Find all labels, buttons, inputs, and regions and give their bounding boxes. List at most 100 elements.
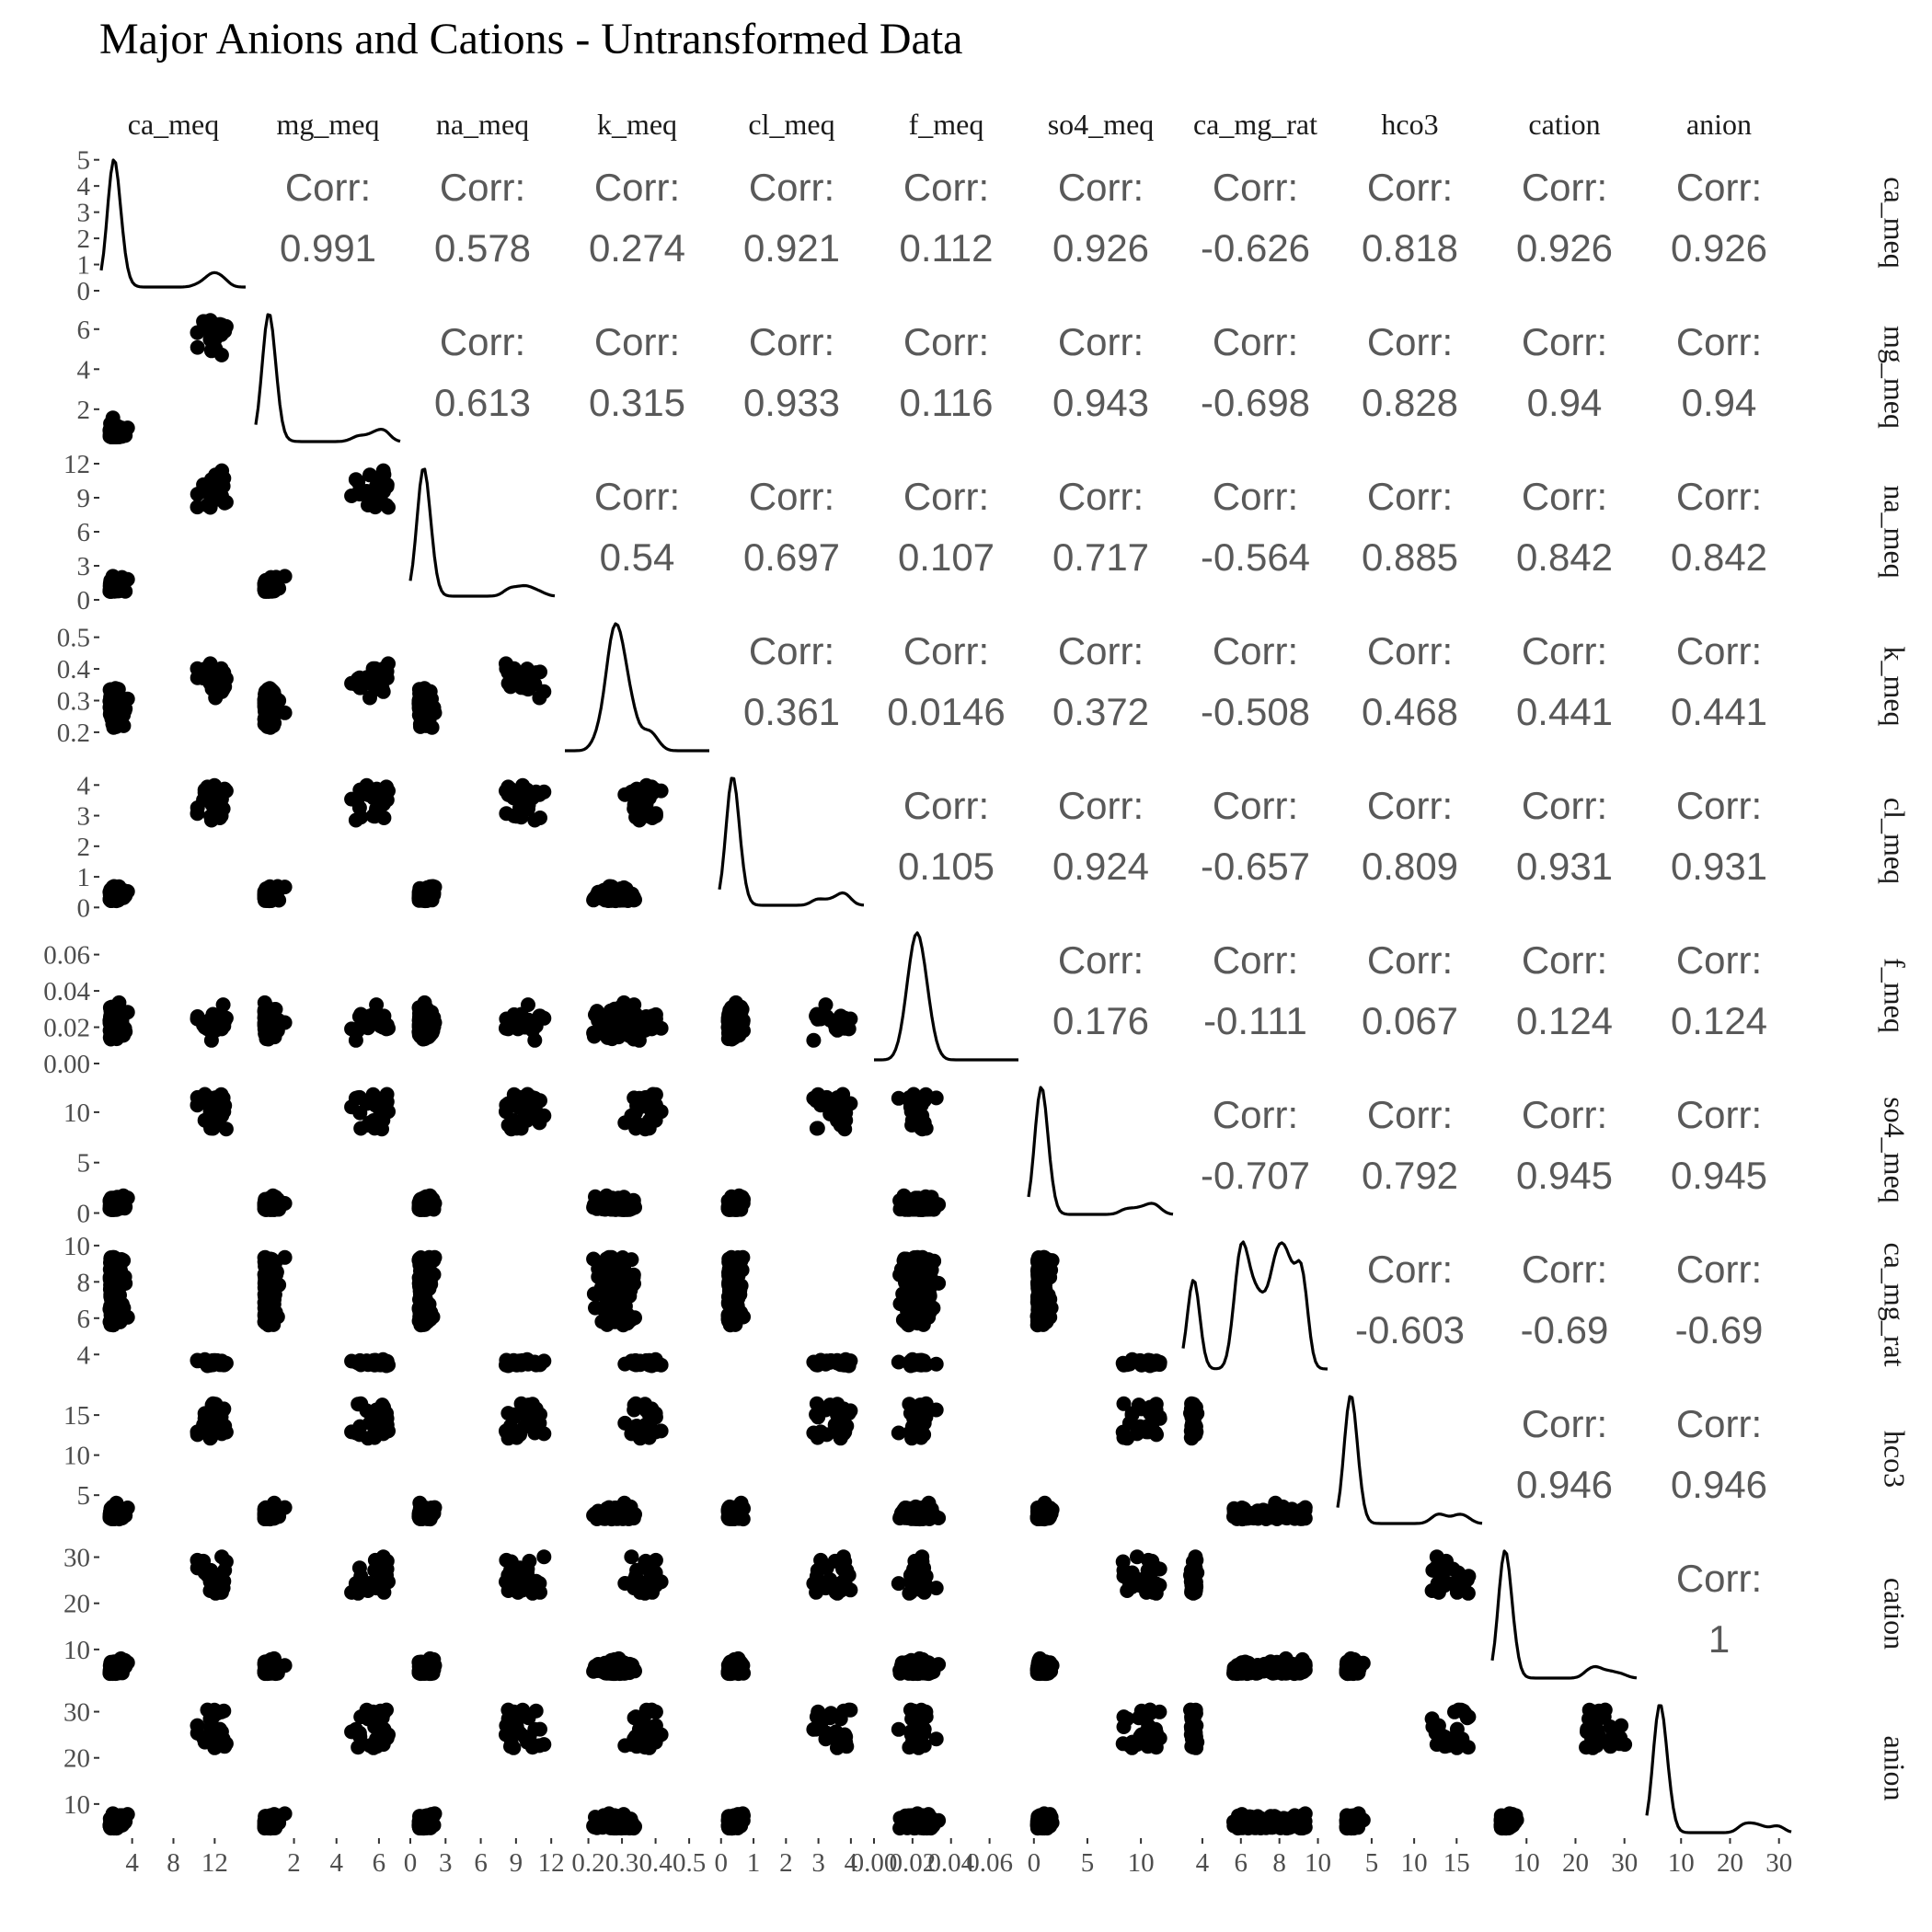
scatter-point — [532, 1115, 547, 1131]
y-tick-label: 0.3 — [57, 686, 90, 716]
x-tick-label: 1 — [747, 1848, 761, 1878]
y-tick-label: 0.00 — [43, 1050, 90, 1079]
panel-ca_meq-k_meq: Corr:0.274 — [589, 166, 685, 270]
density-curve-na_meq — [408, 467, 556, 598]
panel-na_meq-k_meq: Corr:0.54 — [594, 475, 680, 579]
corr-value: 0.717 — [1052, 535, 1149, 579]
corr-label: Corr: — [1058, 629, 1144, 673]
scatter-point — [213, 808, 229, 823]
x-axis-ca_mg_rat: 4 6 8 10 — [1196, 1838, 1331, 1878]
corr-label: Corr: — [1676, 320, 1762, 363]
strip-right-mg_meq: mg_meq — [1879, 326, 1912, 429]
corr-label: Corr: — [903, 629, 989, 673]
scatter-point — [258, 1201, 273, 1216]
scatter-point — [366, 492, 381, 508]
panel-so4_meq-ca_meq — [102, 1087, 234, 1217]
x-tick-label: 12 — [201, 1848, 228, 1878]
strip-right-hco3: hco3 — [1879, 1431, 1912, 1488]
scatter-point — [367, 806, 383, 822]
scatter-point — [527, 1090, 543, 1106]
x-tick-label: 0.04 — [927, 1848, 974, 1878]
scatter-point — [638, 1353, 654, 1369]
panel-ca_meq-ca_meq — [99, 158, 246, 289]
corr-value: 0.818 — [1362, 226, 1458, 270]
corr-label: Corr: — [1367, 475, 1453, 518]
scatter-point — [213, 1087, 229, 1102]
x-tick-label: 0.00 — [851, 1848, 898, 1878]
x-axis-anion: 10 20 30 — [1668, 1838, 1792, 1878]
panel-mg_meq-so4_meq: Corr:0.943 — [1052, 320, 1149, 424]
y-tick-label: 5 — [77, 146, 91, 176]
corr-value: 0.931 — [1516, 845, 1613, 888]
corr-label: Corr: — [1367, 938, 1453, 982]
corr-value: 0.176 — [1052, 999, 1149, 1042]
corr-label: Corr: — [1058, 784, 1144, 827]
corr-value: -0.564 — [1201, 535, 1310, 579]
corr-label: Corr: — [1058, 166, 1144, 209]
scatter-point — [207, 667, 223, 683]
x-tick-label: 2 — [779, 1848, 793, 1878]
panel-mg_meq-f_meq: Corr:0.116 — [900, 320, 994, 424]
scatter-point — [207, 492, 223, 508]
scatter-point — [103, 1255, 118, 1271]
y-tick-label: 30 — [63, 1544, 90, 1573]
panel-ca_meq-f_meq: Corr:0.112 — [900, 166, 994, 270]
y-tick-label: 4 — [77, 771, 91, 800]
strip-top-ca_meq: ca_meq — [128, 108, 220, 141]
corr-label: Corr: — [1367, 629, 1453, 673]
panel-ca_mg_rat-ca_meq — [102, 1249, 234, 1374]
scatter-point — [891, 1090, 906, 1106]
corr-label: Corr: — [1213, 166, 1298, 209]
scatter-point — [205, 680, 221, 696]
scatter-point — [352, 1105, 368, 1121]
corr-label: Corr: — [1213, 629, 1298, 673]
corr-label: Corr: — [1522, 938, 1607, 982]
x-tick-label: 0.3 — [605, 1848, 638, 1878]
scatter-point — [819, 1353, 834, 1369]
corr-value: 0.124 — [1516, 999, 1613, 1042]
scatter-point — [366, 1014, 381, 1029]
panel-cl_meq-ca_mg_rat: Corr:-0.657 — [1201, 784, 1310, 888]
panel-k_meq-anion: Corr:0.441 — [1671, 629, 1767, 733]
y-tick-label: 0.02 — [43, 1014, 90, 1043]
x-tick-label: 0.2 — [571, 1848, 604, 1878]
x-tick-label: 0 — [1028, 1848, 1041, 1878]
panel-cl_meq-ca_meq — [102, 777, 234, 909]
scatter-point — [190, 670, 205, 685]
panel-k_meq-so4_meq: Corr:0.372 — [1052, 629, 1149, 733]
y-axis-k_meq: 0.20.30.40.5 — [57, 624, 99, 748]
y-tick-label: 6 — [77, 316, 91, 345]
corr-value: 0.921 — [743, 226, 840, 270]
y-tick-label: 4 — [77, 172, 91, 201]
strip-right-ca_mg_rat: ca_mg_rat — [1879, 1242, 1912, 1366]
panel-f_meq-cl_meq — [720, 995, 858, 1048]
panel-ca_mg_rat-f_meq — [891, 1249, 947, 1374]
x-tick-label: 0 — [715, 1848, 729, 1878]
corr-label: Corr: — [903, 784, 989, 827]
scatter-point — [366, 1113, 381, 1128]
scatter-point — [819, 1089, 834, 1105]
x-tick-label: 6 — [1235, 1848, 1248, 1878]
corr-value: 0.124 — [1671, 999, 1767, 1042]
x-tick-label: 20 — [1562, 1848, 1589, 1878]
panel-ca_meq-anion: Corr:0.926 — [1671, 166, 1767, 270]
corr-value: 0.991 — [280, 226, 376, 270]
scatter-point — [521, 997, 535, 1013]
scatter-point — [599, 1291, 615, 1306]
corr-value: 0.885 — [1362, 535, 1458, 579]
y-tick-label: 20 — [63, 1744, 90, 1774]
scatter-point — [107, 429, 122, 444]
corr-label: Corr: — [594, 320, 680, 363]
x-tick-label: 4 — [845, 1848, 858, 1878]
x-tick-label: 10 — [1668, 1848, 1695, 1878]
strip-top-anion: anion — [1686, 108, 1752, 141]
y-tick-label: 0 — [77, 586, 91, 615]
scatter-point — [262, 1317, 278, 1332]
y-tick-label: 0.2 — [57, 719, 90, 748]
scatter-point — [258, 686, 273, 702]
panel-ca_mg_rat-cl_meq — [720, 1249, 858, 1374]
